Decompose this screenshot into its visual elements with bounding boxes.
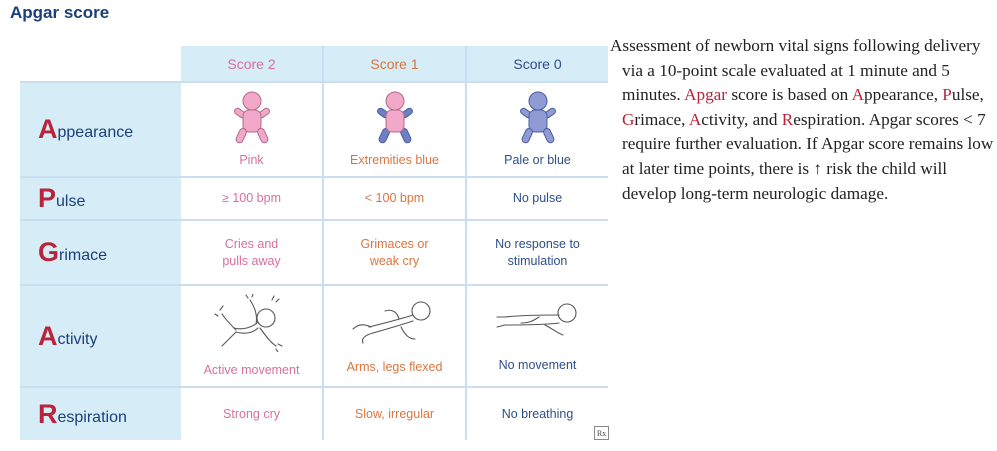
cell-respiration-1: Slow, irregular [324,388,465,440]
row-initial: P [38,183,57,213]
cell-text: Pale or blue [504,153,571,167]
row-divider [20,386,608,388]
description-text: Assessment of newborn vital signs follow… [610,34,995,206]
cell-activity-1: Arms, legs flexed [324,286,465,386]
cell-pulse-2: ≥ 100 bpm [181,178,322,219]
desc-part: ppearance, [864,85,943,105]
desc-part: ulse, [951,85,984,105]
cell-grimace-0: No response to stimulation [467,221,608,284]
row-divider [20,81,608,83]
cell-appearance-1: Extremities blue [324,83,465,176]
cell-appearance-2: Pink [181,83,322,176]
cell-text: < 100 bpm [364,191,425,205]
baby-active-movement-icon [213,293,283,352]
cell-grimace-1: Grimaces or weak cry [324,221,465,284]
column-divider [465,46,467,440]
cell-text: Arms, legs flexed [346,359,443,374]
page-title: Apgar score [10,3,110,22]
baby-pink-icon [233,91,270,144]
desc-initial: R [781,109,794,129]
row-divider [20,284,608,286]
row-initial: A [38,320,58,351]
cell-text-line2: pulls away [222,253,281,268]
column-divider [322,46,324,440]
row-initial: G [38,237,60,267]
cell-text: Strong cry [223,406,280,421]
cell-text-line2: weak cry [369,253,420,268]
desc-part: rimace, [634,109,689,129]
desc-apgar: Apgar [684,85,728,105]
desc-part: Assessment of newborn vital signs follow… [610,36,981,105]
row-rest: ctivity [57,330,98,348]
desc-initial: P [942,85,952,105]
cell-pulse-1: < 100 bpm [324,178,465,219]
desc-part: espiration. Apgar scores < 7 require fur… [622,109,994,203]
baby-no-movement-icon [495,302,577,336]
desc-initial: A [688,109,702,129]
header-score-2: Score 2 [181,46,322,81]
cell-text: No movement [498,357,577,372]
baby-extremities-blue-icon [376,91,413,144]
baby-pale-blue-icon [519,91,556,144]
row-rest: ulse [56,193,86,210]
desc-initial: G [622,109,635,129]
row-divider [20,176,608,178]
cell-activity-2: Active movement [181,286,322,386]
desc-initial: A [851,85,865,105]
cell-text: No pulse [512,191,563,205]
desc-part: ctivity, and [701,109,782,129]
cell-respiration-0: No breathing [467,388,608,440]
cell-pulse-0: No pulse [467,178,608,219]
cell-text: No breathing [501,406,574,421]
cell-respiration-2: Strong cry [181,388,322,440]
cell-text-line1: Grimaces or [360,236,429,251]
header-score-1: Score 1 [324,46,465,81]
cell-text: Slow, irregular [354,406,435,421]
cell-text: Extremities blue [350,153,439,167]
desc-part: score is based on [727,85,852,105]
cell-activity-0: No movement [467,286,608,386]
row-initial: A [38,114,58,144]
rx-badge: Rx [594,426,609,440]
cell-text-line2: stimulation [507,253,568,268]
header-score-0: Score 0 [467,46,608,81]
cell-text: Pink [239,153,264,167]
baby-flexed-limbs-icon [351,300,431,344]
cell-text: ≥ 100 bpm [222,191,281,205]
cell-appearance-0: Pale or blue [467,83,608,176]
row-rest: rimace [59,247,108,264]
row-initial: R [38,398,58,429]
row-divider [20,219,608,221]
row-rest: ppearance [57,124,134,141]
cell-text-line1: No response to [495,236,580,251]
cell-grimace-2: Cries and pulls away [181,221,322,284]
row-rest: espiration [57,408,127,426]
cell-text-line1: Cries and [224,236,279,251]
cell-text: Active movement [203,362,300,377]
